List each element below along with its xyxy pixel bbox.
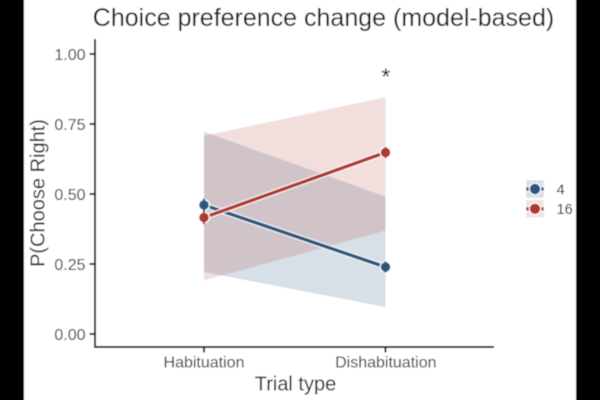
svg-text:Habituation: Habituation <box>164 355 245 372</box>
svg-text:0.75: 0.75 <box>54 117 85 134</box>
svg-text:0.00: 0.00 <box>54 327 85 344</box>
svg-text:4: 4 <box>557 182 565 198</box>
svg-text:P(Choose Right): P(Choose Right) <box>28 119 50 267</box>
svg-text:1.00: 1.00 <box>54 47 85 64</box>
svg-text:Trial type: Trial type <box>255 373 337 395</box>
svg-text:Dishabituation: Dishabituation <box>335 355 436 372</box>
svg-text:*: * <box>381 64 390 90</box>
svg-text:0.25: 0.25 <box>54 257 85 274</box>
svg-text:16: 16 <box>557 202 573 218</box>
svg-text:0.50: 0.50 <box>54 187 85 204</box>
svg-text:Choice preference change (mode: Choice preference change (model-based) <box>93 4 554 32</box>
